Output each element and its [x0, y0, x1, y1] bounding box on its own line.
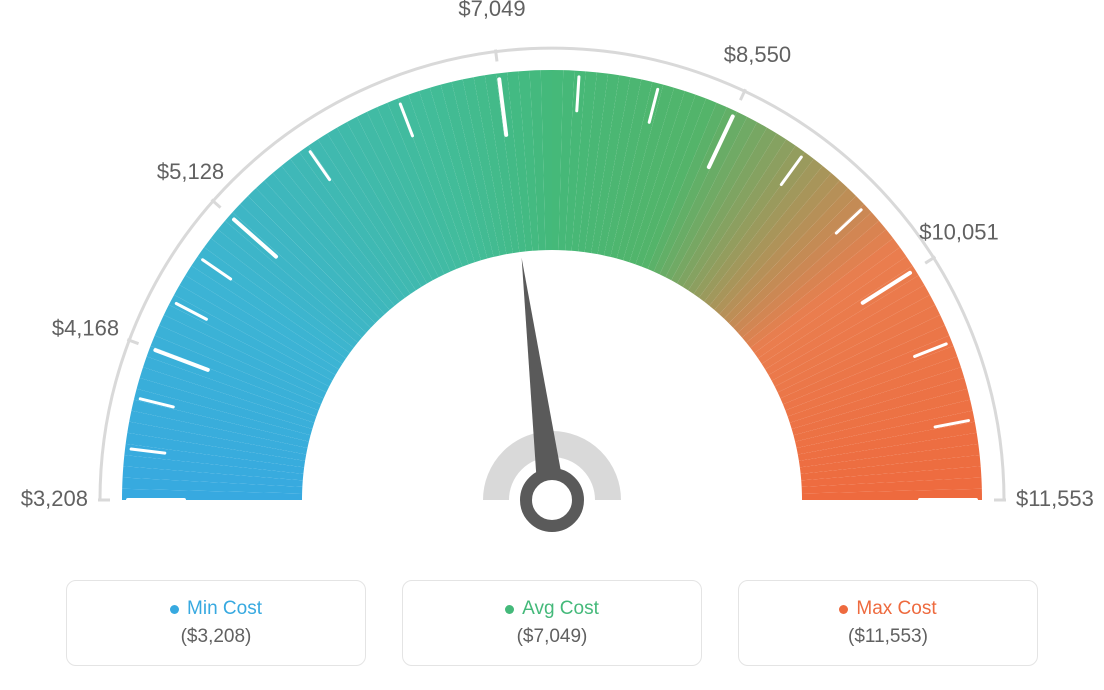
legend-value-max: ($11,553)	[848, 626, 928, 648]
legend-value-min: ($3,208)	[181, 626, 252, 648]
gauge-tick-label: $3,208	[21, 486, 88, 511]
gauge-tick-label: $10,051	[919, 220, 999, 245]
legend-card-avg: Avg Cost ($7,049)	[402, 580, 702, 666]
legend-row: Min Cost ($3,208) Avg Cost ($7,049) Max …	[0, 580, 1104, 666]
dot-min	[170, 605, 179, 614]
gauge-area: $3,208 $4,168 $5,128 $7,049 $8,550 $10,051 $11…	[0, 0, 1104, 560]
legend-label-text-max: Max Cost	[856, 598, 936, 620]
gauge-svg: $3,208 $4,168 $5,128 $7,049 $8,550 $10,051 $11…	[0, 0, 1104, 560]
gauge-tick-label: $11,553	[1016, 486, 1094, 511]
legend-label-text-avg: Avg Cost	[522, 598, 599, 620]
legend-label-min: Min Cost	[170, 598, 262, 620]
dot-max	[839, 605, 848, 614]
legend-label-max: Max Cost	[839, 598, 936, 620]
cost-gauge-chart: $3,208 $4,168 $5,128 $7,049 $8,550 $10,051 $11…	[0, 0, 1104, 690]
legend-card-max: Max Cost ($11,553)	[738, 580, 1038, 666]
legend-label-text-min: Min Cost	[187, 598, 262, 620]
legend-card-min: Min Cost ($3,208)	[66, 580, 366, 666]
gauge-tick-label: $5,128	[157, 159, 224, 184]
legend-label-avg: Avg Cost	[505, 598, 599, 620]
dot-avg	[505, 605, 514, 614]
gauge-tick-label: $8,550	[724, 42, 791, 67]
legend-value-avg: ($7,049)	[517, 626, 588, 648]
gauge-tick-label: $7,049	[458, 0, 525, 21]
gauge-tick-label: $4,168	[52, 316, 119, 341]
